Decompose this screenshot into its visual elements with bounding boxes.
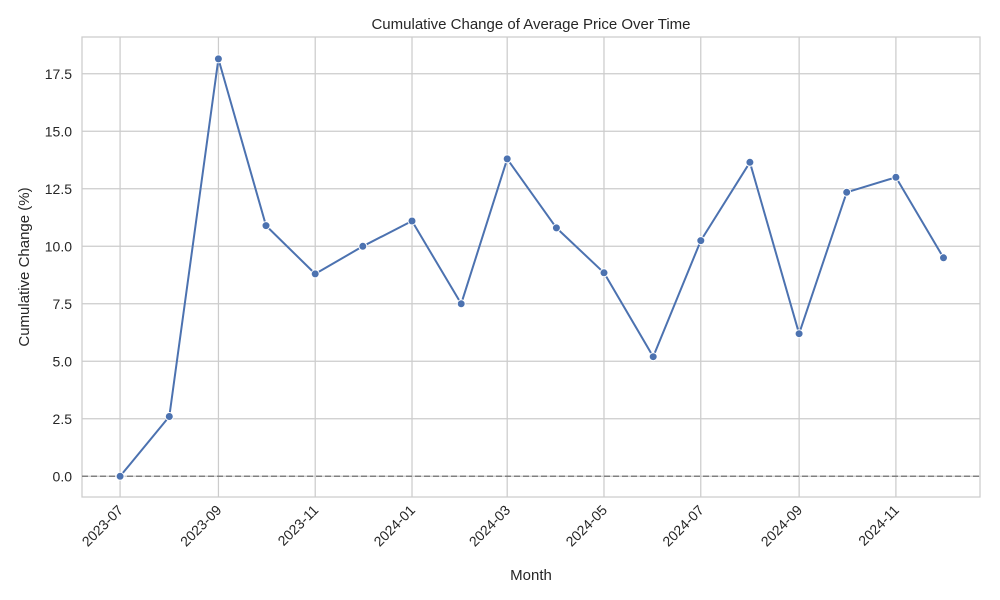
x-tick-label: 2024-09 bbox=[758, 502, 806, 550]
data-point bbox=[745, 157, 755, 167]
y-tick-label: 2.5 bbox=[53, 411, 73, 427]
data-point bbox=[164, 412, 174, 421]
data-point bbox=[310, 269, 320, 279]
y-tick-label: 12.5 bbox=[45, 181, 72, 197]
x-tick-label: 2023-09 bbox=[177, 502, 225, 550]
y-tick-label: 17.5 bbox=[45, 66, 72, 82]
data-point bbox=[648, 352, 658, 362]
data-point bbox=[115, 471, 125, 481]
data-point bbox=[794, 329, 804, 339]
data-point bbox=[456, 299, 466, 309]
data-point bbox=[939, 253, 948, 263]
data-point bbox=[891, 172, 901, 182]
data-point bbox=[407, 216, 417, 226]
y-tick-label: 7.5 bbox=[53, 296, 73, 312]
data-point bbox=[358, 241, 368, 251]
data-point bbox=[842, 187, 852, 197]
x-tick-label: 2023-07 bbox=[79, 502, 127, 550]
data-point bbox=[696, 236, 706, 246]
y-tick-label: 5.0 bbox=[53, 353, 73, 369]
data-point bbox=[551, 223, 561, 233]
x-tick-label: 2024-07 bbox=[659, 502, 707, 550]
plot-area bbox=[81, 36, 981, 498]
x-tick-label: 2024-03 bbox=[466, 502, 514, 550]
x-tick-label: 2024-01 bbox=[370, 502, 418, 550]
y-tick-label: 0.0 bbox=[53, 468, 73, 484]
x-tick-label: 2024-05 bbox=[562, 502, 610, 550]
data-point bbox=[599, 268, 609, 278]
y-tick-label: 15.0 bbox=[45, 123, 72, 139]
x-tick-label: 2023-11 bbox=[274, 502, 321, 549]
y-tick-label: 10.0 bbox=[45, 238, 72, 254]
y-axis-title: Cumulative Change (%) bbox=[16, 187, 33, 346]
x-axis-title: Month bbox=[510, 567, 552, 584]
data-point bbox=[261, 221, 271, 231]
series-line bbox=[119, 57, 945, 477]
x-tick-label: 2024-11 bbox=[855, 502, 902, 549]
data-point bbox=[502, 154, 512, 164]
data-point bbox=[213, 54, 223, 64]
chart-title: Cumulative Change of Average Price Over … bbox=[371, 16, 690, 33]
